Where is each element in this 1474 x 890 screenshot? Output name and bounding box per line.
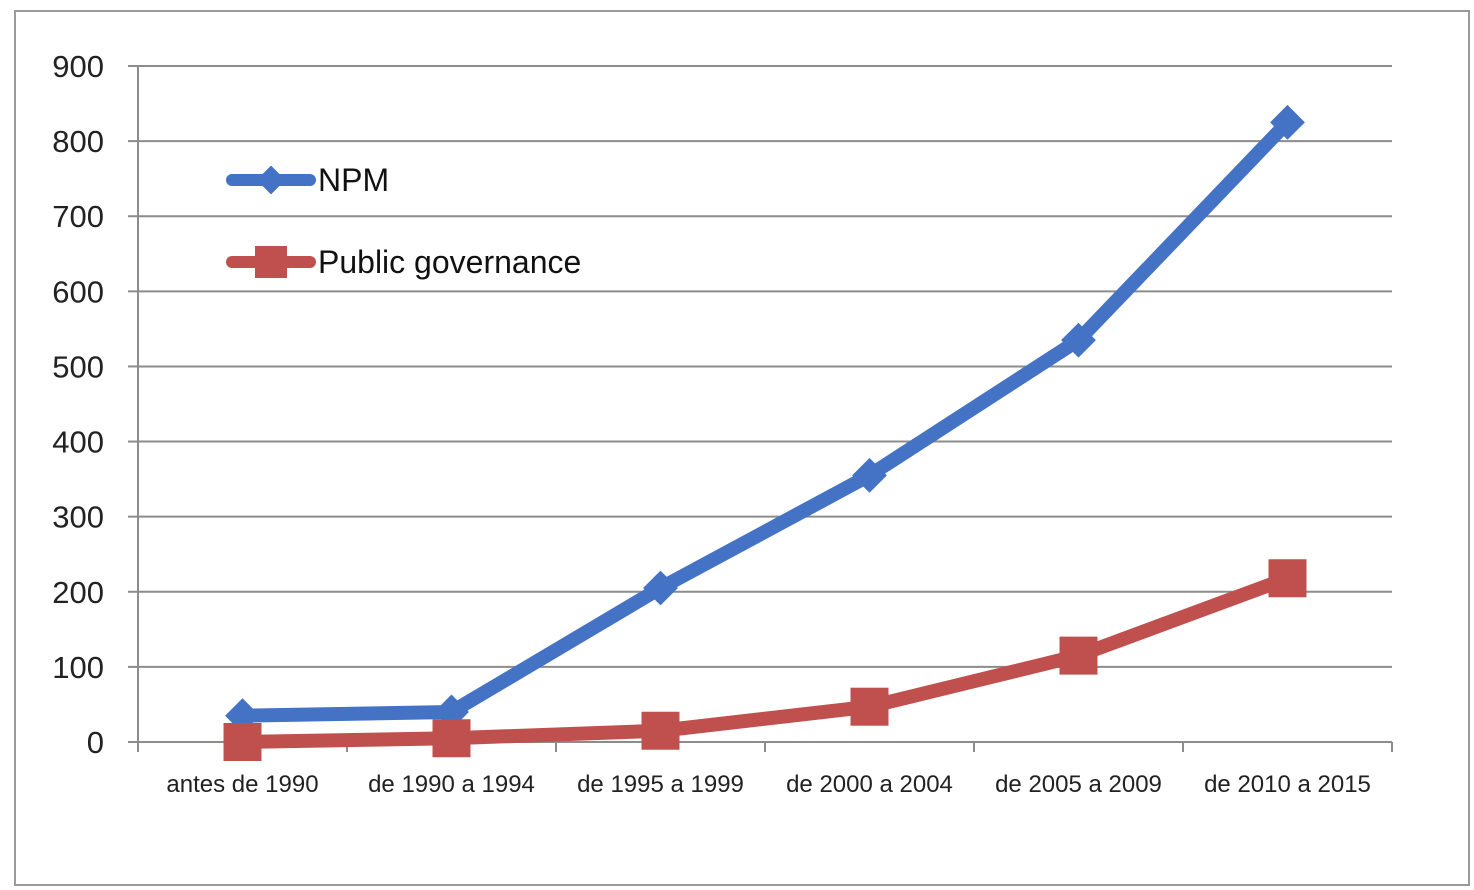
x-tick-label: de 2005 a 2009 — [995, 771, 1162, 798]
y-axis-ticks: 0 100 200 300 400 500 600 700 800 900 — [52, 49, 138, 760]
x-tick-label: de 1990 a 1994 — [368, 771, 535, 798]
x-tick-label: antes de 1990 — [166, 771, 318, 798]
y-tick-label: 200 — [52, 575, 104, 610]
y-tick-label: 700 — [52, 199, 104, 234]
series-line — [235, 571, 1295, 749]
series-npm — [225, 104, 1305, 734]
y-tick-label: 800 — [52, 124, 104, 159]
legend-entry: NPM — [226, 162, 389, 198]
legend-swatch-marker — [255, 246, 287, 278]
data-point — [1268, 559, 1307, 598]
y-tick-label: 900 — [52, 49, 104, 84]
data-point — [223, 723, 262, 761]
data-point — [1270, 104, 1305, 140]
x-axis-ticks: antes de 1990 de 1990 a 1994 de 1995 a 199… — [137, 742, 1393, 798]
data-point — [852, 457, 887, 493]
legend-entry: Public governance — [226, 244, 581, 280]
x-tick-label: de 2000 a 2004 — [786, 771, 953, 798]
x-tick-label: de 1995 a 1999 — [577, 771, 744, 798]
legend-swatch-marker — [256, 165, 286, 195]
data-point — [1061, 322, 1096, 358]
x-tick-label: de 2010 a 2015 — [1204, 771, 1371, 798]
series-line — [235, 115, 1295, 723]
data-point — [850, 687, 889, 726]
legend-label: Public governance — [318, 244, 581, 280]
y-tick-label: 100 — [52, 650, 104, 685]
y-tick-label: 500 — [52, 349, 104, 384]
legend-label: NPM — [318, 162, 389, 198]
y-tick-label: 600 — [52, 274, 104, 309]
gridlines — [138, 65, 1392, 668]
data-point — [1059, 636, 1098, 675]
series-public-governance — [223, 559, 1307, 761]
y-tick-label: 0 — [87, 725, 104, 760]
data-point — [641, 711, 680, 750]
y-tick-label: 400 — [52, 425, 104, 460]
legend: NPM Public governance — [226, 162, 581, 280]
data-point — [432, 719, 471, 758]
data-point — [643, 570, 678, 606]
series-group — [223, 104, 1307, 761]
y-tick-label: 300 — [52, 500, 104, 535]
